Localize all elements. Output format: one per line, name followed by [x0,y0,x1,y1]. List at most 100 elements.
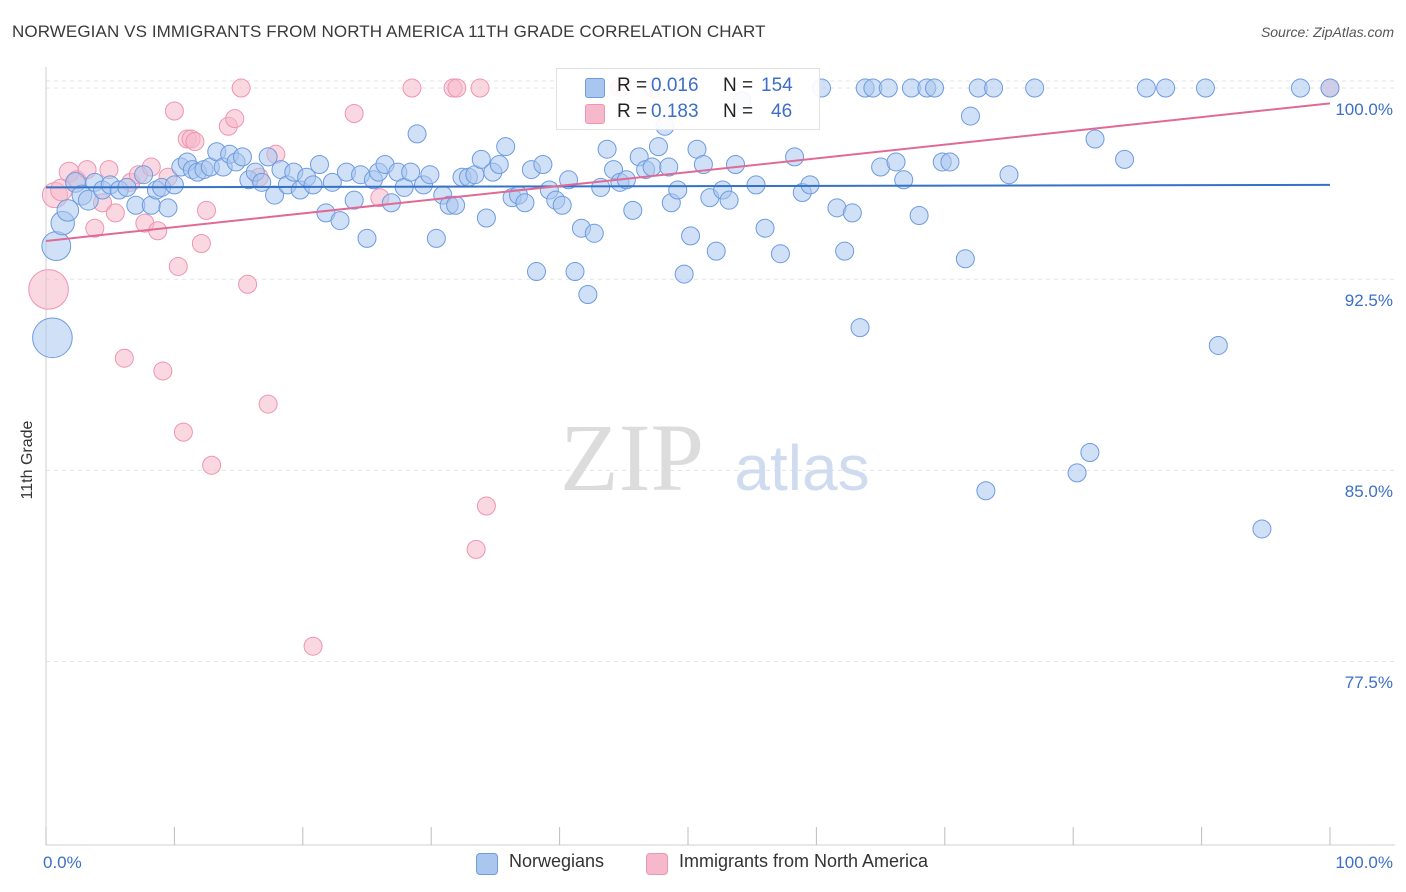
blue-point-67 [476,208,496,228]
stats-row-pink: R = 0.183 N = 46 [557,101,819,127]
pink-point-25 [197,200,216,220]
legend-pink-label: Immigrants from North America [679,851,929,871]
pink-trend-line [45,102,1331,242]
blue-point-86 [597,139,617,159]
pink-point-35 [344,104,364,124]
watermark-atlas: atlas [734,432,869,504]
blue-r-label: R = [617,75,648,96]
stats-box: R = 0.016 N = 154 R = 0.183 N = 46 [556,68,820,130]
blue-point-108 [746,175,766,195]
pink-point-15 [148,221,168,241]
blue-point-83 [578,284,598,304]
blue-point-136 [1025,78,1045,98]
pink-point-20 [173,422,193,442]
blue-point-124 [894,170,914,190]
blue-point-147 [1290,78,1310,98]
blue-point-59 [426,228,446,248]
blue-point-41 [309,154,329,174]
blue-point-0 [32,317,73,359]
y-tick-label-1: 85.0% [1344,482,1393,502]
pink-point-26 [202,455,222,475]
legend: Norwegians Immigrants from North America [0,851,1406,877]
blue-point-101 [693,154,713,174]
chart-title: NORWEGIAN VS IMMIGRANTS FROM NORTH AMERI… [12,22,766,41]
blue-point-144 [1195,78,1215,98]
stats-row-blue: R = 0.016 N = 154 [557,75,819,101]
blue-point-17 [158,198,178,218]
pink-point-39 [447,78,467,98]
pink-point-6 [85,218,105,238]
blue-point-110 [770,244,790,264]
blue-point-75 [526,262,546,282]
blue-point-122 [878,78,898,98]
blue-point-135 [999,165,1019,185]
blue-point-46 [344,190,364,210]
blue-point-79 [552,195,572,215]
y-tick-label-3: 100.0% [1335,100,1393,120]
legend-blue-label: Norwegians [509,851,605,871]
blue-point-105 [719,190,739,210]
pink-point-19 [168,256,188,276]
blue-point-149 [659,157,679,177]
legend-blue-swatch [476,853,498,875]
blue-point-73 [515,193,535,213]
blue-point-139 [1080,443,1100,462]
blue-point-6 [77,189,99,211]
blue-point-106 [726,154,746,174]
pink-point-42 [470,78,490,98]
blue-swatch [585,78,605,98]
blue-point-103 [706,241,726,261]
y-tick-label-2: 92.5% [1344,291,1393,311]
pink-point-41 [476,496,496,516]
pink-point-23 [185,132,205,152]
watermark-zip: ZIP [560,404,704,511]
pink-point-16 [153,361,173,381]
blue-point-148 [1320,78,1340,98]
pink-point-28 [225,109,245,129]
blue-point-137 [976,481,996,501]
blue-point-44 [330,211,350,231]
pink-n-label: N = [723,101,754,122]
blue-point-81 [565,262,585,282]
blue-point-118 [850,318,870,338]
blue-point-130 [940,152,960,172]
blue-point-70 [496,137,516,157]
blue-point-143 [1156,78,1176,98]
pink-r-label: R = [617,101,648,122]
pink-point-18 [164,101,184,121]
blue-point-97 [668,180,688,200]
blue-n-value: 154 [761,75,793,96]
pink-point-24 [191,234,211,254]
pink-point-32 [258,394,278,414]
pink-point-29 [231,78,251,98]
blue-point-56 [407,124,427,144]
blue-point-99 [681,226,701,246]
blue-point-55 [401,162,421,182]
blue-point-93 [642,157,662,177]
blue-point-62 [446,195,466,215]
blue-point-33 [258,147,278,167]
pink-point-10 [114,348,134,368]
blue-point-128 [925,78,945,98]
blue-point-84 [584,223,604,243]
blue-point-146 [1252,519,1272,539]
pink-n-value: 46 [771,101,793,122]
blue-point-116 [835,241,855,261]
blue-point-131 [955,249,975,269]
blue-point-117 [842,203,862,223]
blue-point-140 [1085,129,1105,149]
blue-series-points [32,78,1340,539]
blue-point-111 [785,147,805,167]
blue-r-value: 0.016 [651,75,699,96]
pink-r-value: 0.183 [651,101,699,122]
y-tick-label-0: 77.5% [1344,673,1393,693]
blue-point-48 [357,228,377,248]
blue-point-3 [56,199,80,222]
blue-point-126 [909,205,929,225]
blue-point-76 [533,154,553,174]
blue-point-98 [674,264,694,284]
blue-point-123 [886,152,906,172]
x-tick-label-max: 100.0% [1335,853,1393,872]
blue-point-66 [471,149,491,169]
